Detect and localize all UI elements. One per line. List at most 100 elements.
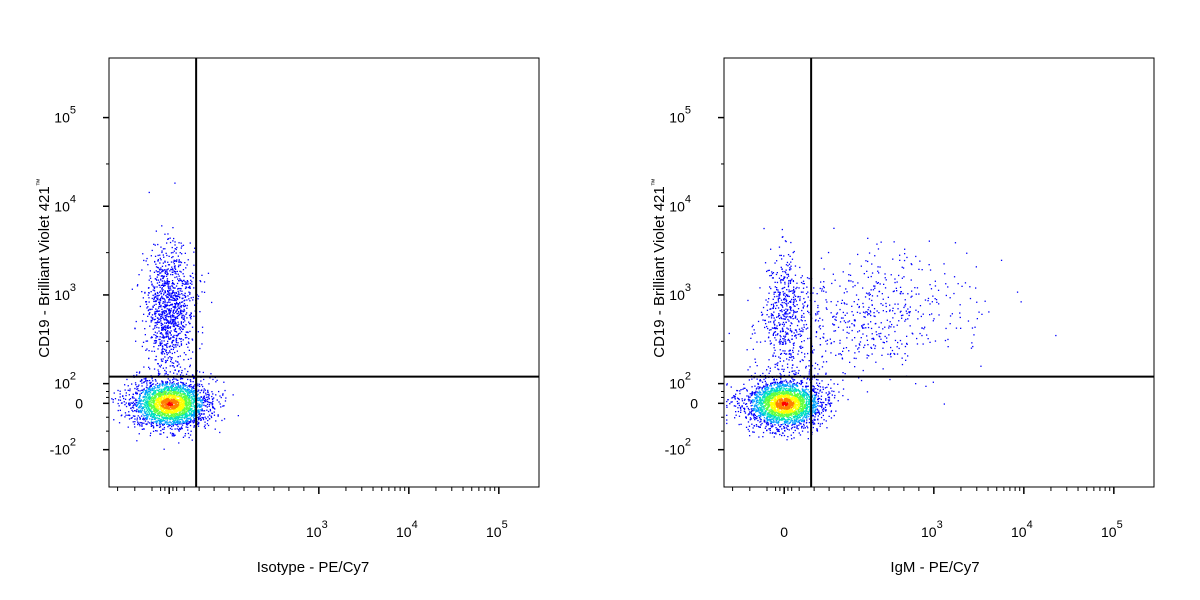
scatter-point — [783, 294, 785, 296]
scatter-point — [827, 396, 829, 399]
scatter-point — [799, 434, 802, 436]
scatter-point — [743, 399, 746, 401]
scatter-point — [172, 269, 174, 271]
scatter-point — [186, 388, 189, 391]
scatter-point — [762, 431, 765, 434]
scatter-point — [179, 278, 181, 280]
scatter-point — [171, 345, 173, 347]
scatter-point — [160, 297, 162, 299]
scatter-point — [185, 389, 187, 391]
scatter-point — [168, 304, 170, 307]
scatter-point — [191, 386, 194, 388]
scatter-point — [769, 340, 771, 342]
scatter-point — [151, 308, 153, 310]
scatter-point — [207, 424, 210, 427]
scatter-point — [141, 407, 144, 409]
scatter-point — [846, 326, 848, 328]
scatter-point — [157, 386, 159, 388]
scatter-point — [185, 286, 187, 288]
scatter-point — [153, 287, 156, 290]
scatter-point — [773, 432, 776, 434]
scatter-point — [159, 397, 161, 399]
scatter-point — [752, 391, 754, 394]
scatter-point — [181, 378, 184, 380]
scatter-point — [917, 311, 919, 313]
scatter-point — [802, 346, 804, 349]
scatter-point — [740, 411, 742, 413]
scatter-point — [166, 359, 169, 361]
scatter-point — [803, 326, 805, 328]
scatter-point — [146, 418, 148, 420]
scatter-point — [186, 422, 188, 424]
scatter-point — [168, 308, 170, 310]
scatter-point — [160, 324, 162, 327]
scatter-point — [178, 307, 181, 309]
scatter-point — [150, 397, 153, 399]
scatter-point — [163, 301, 165, 303]
scatter-point — [833, 414, 835, 417]
scatter-point — [156, 335, 158, 338]
scatter-point — [799, 296, 801, 298]
scatter-point — [170, 292, 172, 294]
scatter-point — [163, 396, 165, 398]
scatter-point — [777, 424, 780, 426]
scatter-point — [184, 414, 186, 416]
scatter-point — [166, 308, 168, 310]
scatter-point — [154, 293, 157, 295]
x-tick-label: 0 — [165, 524, 173, 540]
scatter-point — [164, 356, 166, 358]
scatter-point — [186, 413, 188, 416]
scatter-point — [752, 414, 755, 417]
scatter-point — [774, 363, 776, 366]
scatter-point — [791, 278, 793, 280]
scatter-point — [173, 413, 176, 415]
scatter-point — [156, 294, 158, 297]
scatter-point — [159, 410, 161, 412]
scatter-point — [184, 299, 186, 301]
scatter-point — [915, 383, 917, 385]
scatter-point — [738, 402, 740, 404]
scatter-point — [786, 425, 788, 427]
scatter-point — [202, 385, 204, 388]
scatter-point — [204, 416, 206, 418]
scatter-point — [177, 382, 179, 384]
scatter-point — [175, 311, 177, 313]
scatter-point — [156, 393, 159, 395]
scatter-point — [149, 388, 151, 390]
scatter-point — [174, 397, 176, 399]
scatter-point — [180, 404, 182, 406]
scatter-point — [180, 313, 182, 315]
scatter-point — [185, 404, 188, 406]
scatter-point — [145, 414, 147, 416]
scatter-point — [204, 399, 206, 401]
y-tick-label: 105 — [54, 105, 76, 126]
scatter-point — [188, 402, 190, 405]
scatter-point — [169, 424, 171, 426]
scatter-point — [842, 379, 844, 381]
scatter-point — [149, 418, 151, 420]
scatter-point — [135, 405, 138, 407]
scatter-point — [204, 405, 207, 407]
scatter-point — [818, 385, 820, 387]
scatter-point — [159, 391, 161, 393]
scatter-point — [892, 290, 894, 293]
scatter-point — [179, 287, 181, 290]
scatter-point — [167, 423, 169, 425]
scatter-point — [159, 272, 161, 274]
scatter-point — [157, 419, 159, 421]
scatter-point — [782, 321, 785, 324]
scatter-point — [773, 331, 776, 333]
scatter-point — [177, 396, 179, 398]
scatter-point — [172, 306, 174, 308]
scatter-point — [187, 410, 189, 412]
scatter-point — [187, 295, 189, 297]
scatter-point — [831, 390, 833, 392]
scatter-point — [800, 382, 802, 385]
scatter-point — [171, 246, 173, 249]
scatter-point — [139, 395, 141, 398]
scatter-point — [171, 342, 173, 344]
scatter-point — [167, 316, 170, 318]
scatter-point — [908, 312, 911, 314]
scatter-point — [165, 325, 167, 327]
scatter-point — [159, 313, 161, 315]
